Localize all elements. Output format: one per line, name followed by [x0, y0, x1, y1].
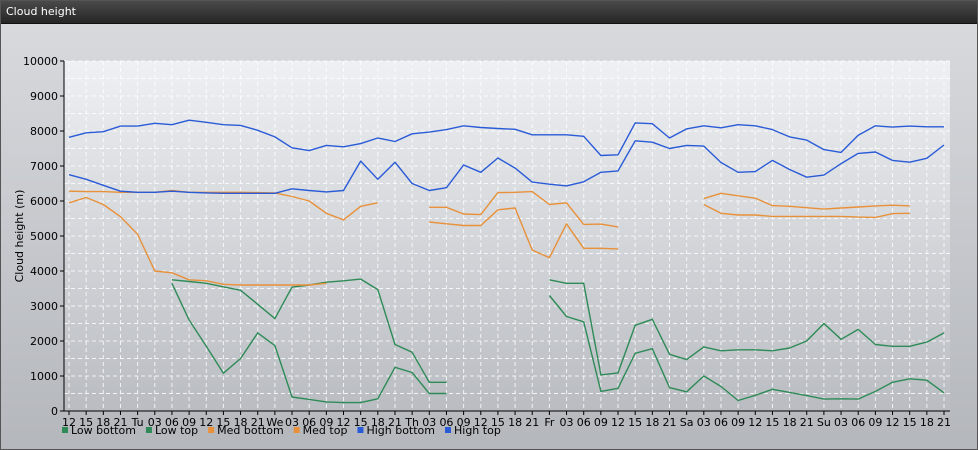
x-tick-label: 12 — [748, 416, 762, 429]
series-line-med-top — [68, 189, 378, 221]
x-tick-label: 03 — [148, 416, 162, 429]
x-tick-label: 12 — [474, 416, 488, 429]
x-tick-label: 15 — [903, 416, 917, 429]
y-tick-label: 9000 — [30, 90, 58, 103]
x-tick-label: 21 — [937, 416, 951, 429]
legend-entry: Med bottom — [217, 424, 284, 437]
x-tick-label: 21 — [525, 416, 539, 429]
legend-entry: Med top — [303, 424, 348, 437]
y-tick-label: 0 — [51, 405, 58, 418]
x-tick-label: 03 — [422, 416, 436, 429]
series-line-med-bottom — [68, 196, 327, 286]
x-tick-label: 18 — [920, 416, 934, 429]
x-tick-label: 06 — [302, 416, 316, 429]
legend-entry: Low top — [155, 424, 198, 437]
x-tick-label: 18 — [645, 416, 659, 429]
x-tick-label: 15 — [491, 416, 505, 429]
cloud-height-chart: 0 1000 2000 3000 4000 5000 6000 7000 8000 9000 100… — [13, 55, 951, 437]
x-tick-label: 12 — [886, 416, 900, 429]
series-line-med-top — [703, 192, 910, 210]
x-tick-label: 18 — [234, 416, 248, 429]
y-tick-label: 3000 — [30, 300, 58, 313]
legend-entry: High top — [454, 424, 501, 437]
legend-swatch — [357, 427, 364, 433]
x-tick-label: 12 — [62, 416, 76, 429]
x-tick-label: 12 — [611, 416, 625, 429]
legend-swatch — [62, 427, 68, 433]
title-bar: Cloud height — [1, 1, 977, 24]
legend-swatch — [293, 427, 300, 433]
x-tick-label: 03 — [834, 416, 848, 429]
x-tick-label: 18 — [96, 416, 110, 429]
series-line-med-bottom — [703, 203, 910, 219]
x-tick-label: 15 — [216, 416, 230, 429]
x-tick-label: 21 — [388, 416, 402, 429]
x-tick-label: 21 — [251, 416, 265, 429]
x-tick-label: Fr — [544, 416, 555, 429]
x-tick-label: 09 — [594, 416, 608, 429]
x-tick-label: 03 — [285, 416, 299, 429]
x-tick-label: 15 — [628, 416, 642, 429]
x-tick-label: 15 — [765, 416, 779, 429]
x-tick-label: Su — [817, 416, 831, 429]
legend-swatch — [208, 427, 215, 433]
y-tick-label: 8000 — [30, 125, 58, 138]
series-line-high-top — [68, 119, 944, 157]
y-tick-label: 7000 — [30, 160, 58, 173]
y-tick-label: 6000 — [30, 195, 58, 208]
x-tick-label: Sa — [680, 416, 694, 429]
x-tick-label: 09 — [731, 416, 745, 429]
x-tick-label: 09 — [182, 416, 196, 429]
x-tick-label: We — [266, 416, 283, 429]
legend-entry: High bottom — [366, 424, 435, 437]
x-tick-label: 12 — [199, 416, 213, 429]
x-tick-label: 21 — [662, 416, 676, 429]
x-tick-label: 03 — [560, 416, 574, 429]
x-tick-label: 06 — [439, 416, 453, 429]
series-line-low-bottom — [548, 295, 945, 402]
y-axis-label: Cloud height (m) — [13, 190, 26, 283]
x-tick-label: 15 — [354, 416, 368, 429]
x-tick-label: 06 — [165, 416, 179, 429]
x-tick-label: 06 — [851, 416, 865, 429]
legend-swatch — [445, 427, 451, 433]
window-title: Cloud height — [6, 5, 76, 18]
legend-swatch — [145, 427, 152, 433]
y-tick-label: 5000 — [30, 230, 58, 243]
y-tick-label: 10000 — [23, 55, 58, 68]
x-tick-label: 12 — [337, 416, 351, 429]
x-tick-label: 15 — [79, 416, 93, 429]
y-tick-label: 4000 — [30, 265, 58, 278]
x-tick-label: Tu — [131, 416, 144, 429]
x-tick-label: 18 — [371, 416, 385, 429]
series-line-med-top — [429, 190, 619, 228]
series-line-med-bottom — [429, 207, 619, 259]
x-tick-label: 21 — [800, 416, 814, 429]
x-tick-label: 18 — [783, 416, 797, 429]
x-tick-label: 09 — [457, 416, 471, 429]
series-line-low-top — [549, 279, 945, 376]
x-tick-label: Th — [404, 416, 419, 429]
legend-entry: Low bottom — [71, 424, 136, 437]
x-tick-label: 06 — [714, 416, 728, 429]
y-tick-label: 1000 — [30, 370, 58, 383]
y-tick-label: 2000 — [30, 335, 58, 348]
x-tick-label: 06 — [577, 416, 591, 429]
series-line-high-bottom — [68, 140, 945, 195]
x-tick-label: 03 — [697, 416, 711, 429]
series-line-low-bottom — [171, 283, 447, 404]
x-tick-label: 18 — [508, 416, 522, 429]
x-tick-label: 21 — [113, 416, 127, 429]
x-tick-label: 09 — [868, 416, 882, 429]
x-tick-label: 09 — [319, 416, 333, 429]
